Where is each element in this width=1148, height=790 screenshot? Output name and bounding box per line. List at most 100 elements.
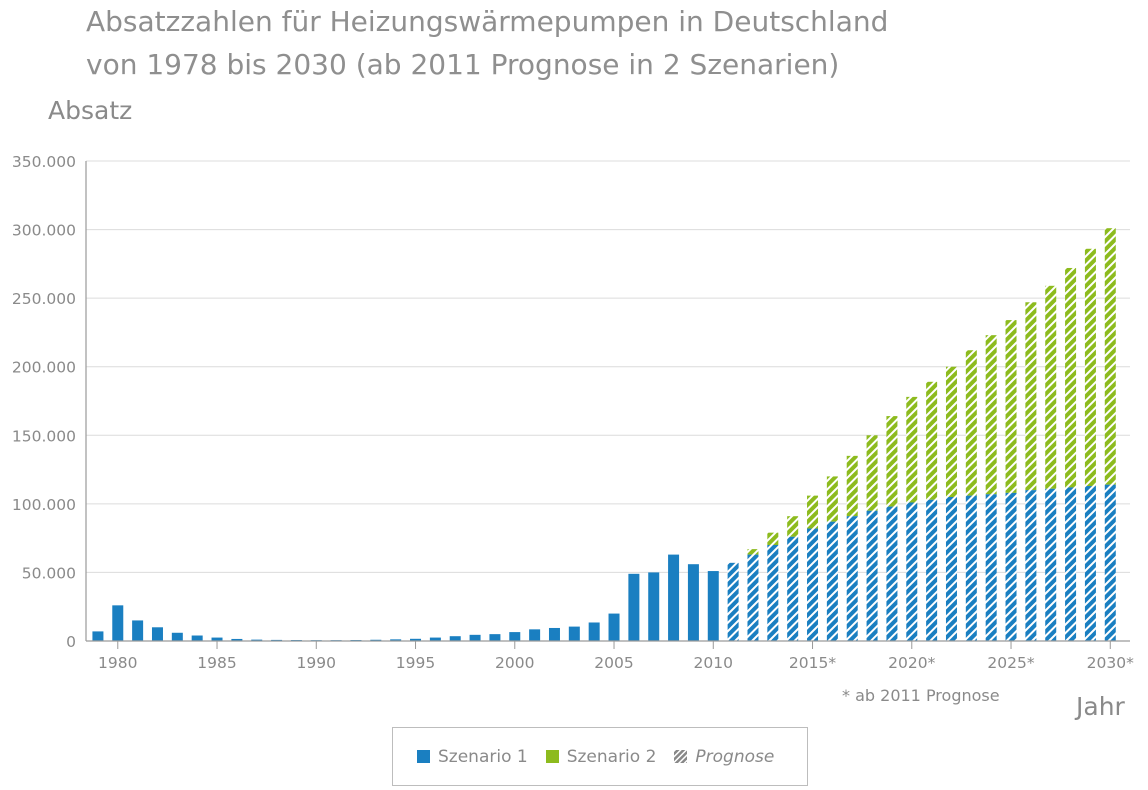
legend-label-prognose: Prognose bbox=[695, 746, 775, 767]
bar-szenario-2 bbox=[1005, 320, 1017, 493]
legend: Szenario 1 Szenario 2 Prognose bbox=[392, 727, 808, 786]
x-tick-label: 2005 bbox=[594, 654, 633, 672]
legend-swatch-prognose bbox=[674, 750, 688, 763]
prognose-footnote: * ab 2011 Prognose bbox=[842, 686, 1000, 705]
y-axis-ticks: 0 50.000 100.000 150.000 200.000 250.000 300.0… bbox=[12, 153, 76, 651]
bar-szenario-1 bbox=[1025, 490, 1037, 641]
bar-szenario-2 bbox=[1104, 228, 1116, 485]
legend-label-szenario-1: Szenario 1 bbox=[438, 746, 528, 767]
bar-szenario-1 bbox=[886, 506, 898, 641]
bar-szenario-2 bbox=[1065, 267, 1077, 488]
x-tick-label: 1980 bbox=[98, 654, 137, 672]
y-tick-label: 150.000 bbox=[12, 427, 76, 445]
bar-chart: 0 50.000 100.000 150.000 200.000 250.000 300.0… bbox=[12, 153, 1134, 672]
y-tick-label: 0 bbox=[66, 633, 76, 651]
bar-szenario-2 bbox=[906, 396, 918, 503]
bar-szenario-1 bbox=[945, 497, 957, 641]
bar-szenario-1 bbox=[1104, 484, 1116, 641]
bar-szenario-1 bbox=[132, 620, 144, 641]
bar-szenario-1 bbox=[807, 528, 819, 641]
y-tick-label: 250.000 bbox=[12, 290, 76, 308]
bar-szenario-1 bbox=[747, 554, 759, 641]
bar-szenario-1 bbox=[926, 499, 938, 641]
bar-szenario-2 bbox=[807, 495, 819, 529]
bar-szenario-1 bbox=[588, 622, 600, 641]
bar-szenario-1 bbox=[191, 635, 203, 641]
bar-szenario-2 bbox=[965, 350, 977, 496]
bar-szenario-1 bbox=[92, 631, 104, 641]
bar-szenario-1 bbox=[787, 536, 799, 641]
bar-szenario-1 bbox=[410, 638, 422, 641]
x-tick-label: 1985 bbox=[197, 654, 236, 672]
bar-szenario-1 bbox=[846, 516, 858, 641]
bar-szenario-1 bbox=[668, 554, 680, 641]
bar-szenario-1 bbox=[171, 632, 183, 641]
bar-szenario-2 bbox=[866, 435, 878, 511]
bar-szenario-2 bbox=[926, 381, 938, 500]
x-tick-label: 2015* bbox=[789, 654, 836, 672]
bar-szenario-1 bbox=[906, 502, 918, 641]
y-tick-label: 50.000 bbox=[22, 564, 76, 582]
legend-item-szenario-1: Szenario 1 bbox=[417, 747, 528, 767]
bar-szenario-1 bbox=[370, 639, 382, 641]
y-tick-label: 200.000 bbox=[12, 359, 76, 377]
bar-szenario-2 bbox=[985, 335, 997, 495]
bar-szenario-1 bbox=[231, 638, 243, 641]
bar-szenario-1 bbox=[985, 494, 997, 641]
x-axis-label: Jahr bbox=[1076, 692, 1125, 721]
bar-szenario-2 bbox=[945, 366, 957, 497]
chart-title: Absatzzahlen für Heizungswärmepumpen in … bbox=[86, 0, 888, 86]
legend-swatch-szenario-2 bbox=[545, 750, 559, 763]
x-tick-label: 1995 bbox=[396, 654, 435, 672]
bar-szenario-1 bbox=[628, 573, 640, 641]
bar-szenario-2 bbox=[846, 455, 858, 517]
bar-szenario-1 bbox=[211, 637, 223, 641]
bar-szenario-1 bbox=[489, 634, 501, 641]
bar-szenario-1 bbox=[251, 639, 263, 641]
bar-szenario-1 bbox=[1045, 488, 1057, 641]
legend-swatch-szenario-1 bbox=[417, 750, 430, 763]
bar-szenario-1 bbox=[112, 605, 124, 641]
bar-szenario-1 bbox=[1084, 486, 1096, 641]
bar-szenario-1 bbox=[509, 632, 521, 641]
bar-szenario-2 bbox=[1025, 302, 1037, 491]
bar-szenario-1 bbox=[1065, 487, 1077, 641]
bar-szenario-1 bbox=[390, 639, 402, 641]
bar-szenario-1 bbox=[687, 564, 699, 641]
legend-item-szenario-2: Szenario 2 bbox=[545, 746, 657, 767]
x-tick-label: 2000 bbox=[495, 654, 534, 672]
x-axis-ticks: 1980 1985 1990 1995 2000 2005 2010 2015* 2020* 20… bbox=[98, 641, 1134, 672]
bar-szenario-1 bbox=[965, 495, 977, 641]
axes bbox=[85, 161, 1130, 642]
bar-szenario-1 bbox=[568, 626, 580, 641]
bar-szenario-2 bbox=[826, 476, 838, 522]
y-tick-label: 350.000 bbox=[12, 153, 76, 171]
bar-szenario-2 bbox=[747, 549, 759, 555]
bar-szenario-1 bbox=[707, 571, 719, 641]
y-tick-label: 100.000 bbox=[12, 496, 76, 514]
bar-szenario-1 bbox=[727, 562, 739, 641]
y-tick-label: 300.000 bbox=[12, 222, 76, 240]
bar-szenario-1 bbox=[548, 627, 560, 641]
chart-title-line-2: von 1978 bis 2030 (ab 2011 Prognose in 2… bbox=[86, 48, 840, 81]
bar-szenario-1 bbox=[151, 627, 163, 641]
bar-szenario-1 bbox=[608, 613, 620, 641]
x-tick-label: 1990 bbox=[297, 654, 336, 672]
chart-title-line-1: Absatzzahlen für Heizungswärmepumpen in … bbox=[86, 5, 889, 38]
bar-szenario-2 bbox=[886, 416, 898, 507]
bar-szenario-1 bbox=[648, 572, 660, 641]
bar-szenario-1 bbox=[429, 637, 441, 641]
bars bbox=[92, 228, 1116, 641]
bar-szenario-1 bbox=[866, 510, 878, 641]
bar-szenario-1 bbox=[469, 634, 481, 641]
bar-szenario-1 bbox=[826, 521, 838, 641]
bar-szenario-1 bbox=[449, 636, 461, 641]
legend-label-szenario-2: Szenario 2 bbox=[566, 746, 657, 767]
y-axis-label: Absatz bbox=[48, 96, 133, 125]
legend-item-prognose: Prognose bbox=[674, 747, 774, 767]
bar-szenario-2 bbox=[787, 516, 799, 537]
x-tick-label: 2010 bbox=[694, 654, 733, 672]
bar-szenario-2 bbox=[767, 532, 779, 545]
bar-szenario-1 bbox=[1005, 492, 1017, 641]
bar-szenario-2 bbox=[1045, 285, 1057, 489]
